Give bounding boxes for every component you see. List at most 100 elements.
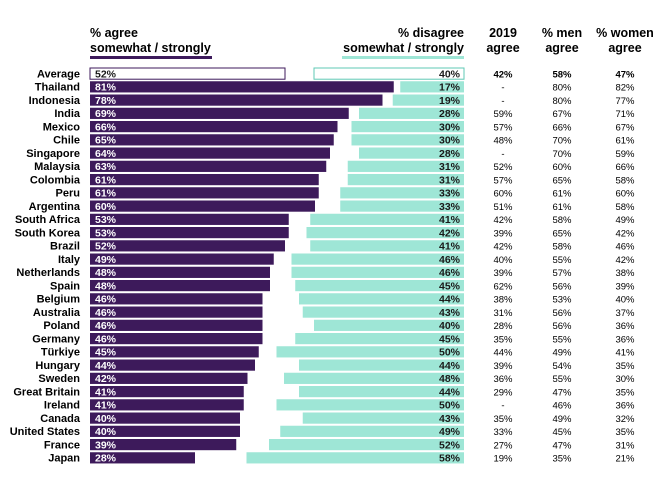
agree-value-label: 60%	[95, 201, 117, 213]
men-agree-cell: 80%	[552, 83, 572, 94]
agree-bar	[89, 67, 286, 80]
agree-bar	[90, 227, 289, 239]
men-agree-cell: 58%	[552, 242, 572, 253]
men-agree-cell: 58%	[552, 69, 572, 80]
country-row: Japan 28% 58% 19% 35% 21%	[48, 452, 635, 465]
country-label: Chile	[53, 135, 80, 147]
country-row: Belgium 46% 44% 38% 53% 40%	[37, 293, 635, 306]
women-agree-cell: 42%	[615, 228, 635, 239]
men-agree-cell: 65%	[552, 228, 572, 239]
country-label: Türkiye	[41, 347, 80, 359]
agree-value-label: 61%	[95, 174, 117, 186]
men-agree-cell: 47%	[552, 387, 572, 398]
agree-2019-cell: 57%	[493, 122, 513, 133]
agree-2019-cell: 44%	[493, 348, 513, 359]
agree-2019-cell: 60%	[493, 189, 513, 200]
women-agree-cell: 66%	[615, 162, 635, 173]
country-row: Mexico 66% 30% 57% 66% 67%	[43, 121, 635, 133]
women-agree-cell: 35%	[615, 387, 635, 398]
agree-value-label: 40%	[95, 413, 117, 425]
country-label: Poland	[43, 320, 80, 332]
agree-value-label: 46%	[95, 320, 117, 332]
disagree-bar	[314, 319, 464, 331]
agree-2019-cell: 35%	[493, 414, 513, 425]
agree-2019-cell: 48%	[493, 136, 513, 147]
agree-value-label: 46%	[95, 307, 117, 319]
disagree-bar	[269, 439, 464, 451]
disagree-bar	[246, 452, 464, 464]
men-agree-cell: 49%	[552, 414, 572, 425]
agree-2019-cell: 29%	[493, 387, 513, 398]
women-agree-cell: 71%	[615, 109, 635, 120]
country-row: Ireland 41% 50% - 46% 36%	[44, 399, 635, 412]
agree-bar	[90, 213, 289, 225]
disagree-bar	[284, 372, 464, 384]
men-agree-cell: 70%	[552, 149, 572, 160]
men-agree-cell: 35%	[552, 454, 572, 465]
men-agree-cell: 49%	[552, 348, 572, 359]
agree-2019-cell: 28%	[493, 321, 513, 332]
agree-value-label: 78%	[95, 95, 117, 107]
country-label: France	[44, 439, 80, 451]
country-row: India 69% 28% 59% 67% 71%	[54, 107, 635, 120]
country-row: Italy 49% 46% 40% 55% 42%	[58, 253, 635, 266]
agree-value-label: 48%	[95, 267, 117, 279]
agree-value-label: 45%	[95, 347, 117, 359]
country-label: Indonesia	[29, 95, 81, 107]
agree-2019-cell: 40%	[493, 255, 513, 266]
disagree-bar	[276, 399, 464, 411]
disagree-value-label: 42%	[439, 227, 461, 239]
country-label: Canada	[40, 413, 81, 425]
agree-value-label: 44%	[95, 360, 117, 372]
disagree-value-label: 45%	[439, 333, 461, 345]
agree-bar	[90, 187, 319, 199]
agree-bar	[90, 94, 383, 106]
men-agree-cell: 47%	[552, 440, 572, 451]
men-agree-cell: 70%	[552, 136, 572, 147]
agree-bar	[90, 81, 394, 93]
agree-value-label: 61%	[95, 188, 117, 200]
country-label: Spain	[50, 280, 80, 292]
disagree-bar	[295, 333, 464, 345]
men-agree-cell: 45%	[552, 427, 572, 438]
agree-value-label: 46%	[95, 294, 117, 306]
disagree-bar	[306, 227, 464, 239]
women-agree-cell: 77%	[615, 96, 635, 107]
agree-bar	[90, 386, 244, 398]
agree-bar	[90, 359, 255, 371]
women-agree-cell: 32%	[615, 414, 635, 425]
agree-bar	[90, 266, 270, 278]
men-agree-cell: 61%	[552, 202, 572, 213]
disagree-value-label: 41%	[439, 241, 461, 253]
country-row: Germany 46% 45% 35% 55% 36%	[32, 333, 635, 345]
men-agree-cell: 57%	[552, 268, 572, 279]
agree-value-label: 65%	[95, 135, 117, 147]
women-agree-cell: 58%	[615, 202, 635, 213]
country-label: Peru	[56, 188, 80, 200]
country-label: Australia	[33, 307, 81, 319]
disagree-value-label: 52%	[439, 439, 461, 451]
men-agree-cell: 80%	[552, 96, 572, 107]
country-row: Argentina 60% 33% 51% 61% 58%	[29, 200, 635, 213]
women-agree-cell: 36%	[615, 334, 635, 345]
disagree-value-label: 44%	[439, 360, 461, 372]
men-agree-cell: 65%	[552, 175, 572, 186]
disagree-value-label: 28%	[439, 108, 461, 120]
disagree-bar	[299, 293, 464, 305]
country-label: Belgium	[37, 294, 81, 306]
disagree-bar	[392, 94, 464, 106]
agree-header-line1: % agree	[90, 26, 138, 40]
disagree-bar	[299, 386, 464, 398]
agree-2019-cell: 42%	[493, 69, 513, 80]
agree-2019-cell: 36%	[493, 374, 513, 385]
country-label: Thailand	[35, 82, 80, 94]
agree-bar	[90, 107, 349, 119]
men-agree-cell: 58%	[552, 215, 572, 226]
agree-2019-cell: 42%	[493, 242, 513, 253]
country-row: Türkiye 45% 50% 44% 49% 41%	[41, 346, 635, 359]
disagree-value-label: 43%	[439, 413, 461, 425]
men-agree-cell: 61%	[552, 189, 572, 200]
country-row: Peru 61% 33% 60% 61% 60%	[56, 187, 635, 200]
agree-2019-cell: 35%	[493, 334, 513, 345]
disagree-header-line2: somewhat / strongly	[343, 41, 464, 55]
